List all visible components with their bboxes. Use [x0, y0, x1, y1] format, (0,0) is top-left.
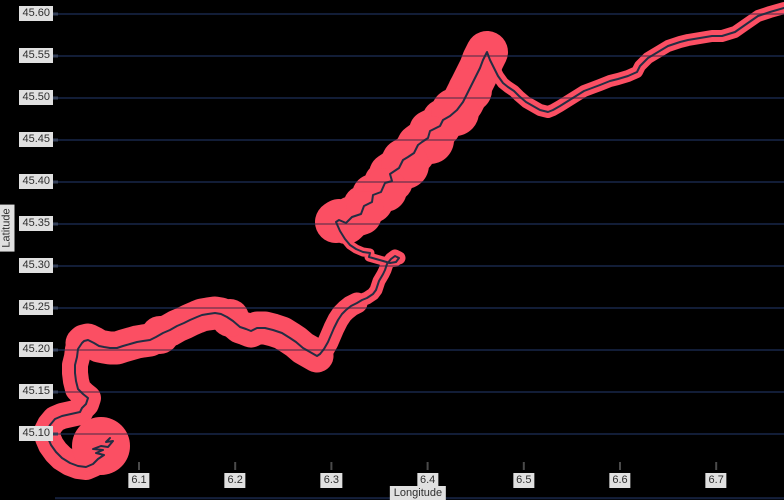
y-tick-label: 45.60	[19, 6, 53, 21]
y-tick-label: 45.55	[19, 48, 53, 63]
y-tick-label: 45.50	[19, 90, 53, 105]
y-tick-label: 45.40	[19, 174, 53, 189]
x-tick-label: 6.4	[416, 473, 439, 488]
route-track-line	[46, 7, 784, 468]
y-tick-label: 45.20	[19, 342, 53, 357]
route-buffer-northeast-ridge	[481, 2, 784, 118]
route-buffer-bulge	[345, 190, 384, 229]
y-tick-label: 45.25	[19, 300, 53, 315]
x-tick-label: 6.2	[224, 473, 246, 488]
x-tick-label: 6.3	[320, 473, 343, 488]
y-tick-label: 45.30	[19, 258, 53, 273]
x-tick-label: 6.5	[513, 473, 535, 488]
x-tick-label: 6.1	[128, 473, 150, 488]
x-tick-label: 6.7	[705, 473, 727, 488]
x-axis-title: Longitude	[389, 486, 447, 500]
y-tick-label: 45.10	[19, 426, 53, 441]
y-axis-title: Latitude	[0, 204, 15, 252]
y-tick-label: 45.35	[19, 216, 53, 231]
x-tick-label: 6.6	[609, 473, 631, 488]
y-tick-label: 45.15	[19, 384, 53, 399]
y-tick-label: 45.45	[19, 132, 53, 147]
